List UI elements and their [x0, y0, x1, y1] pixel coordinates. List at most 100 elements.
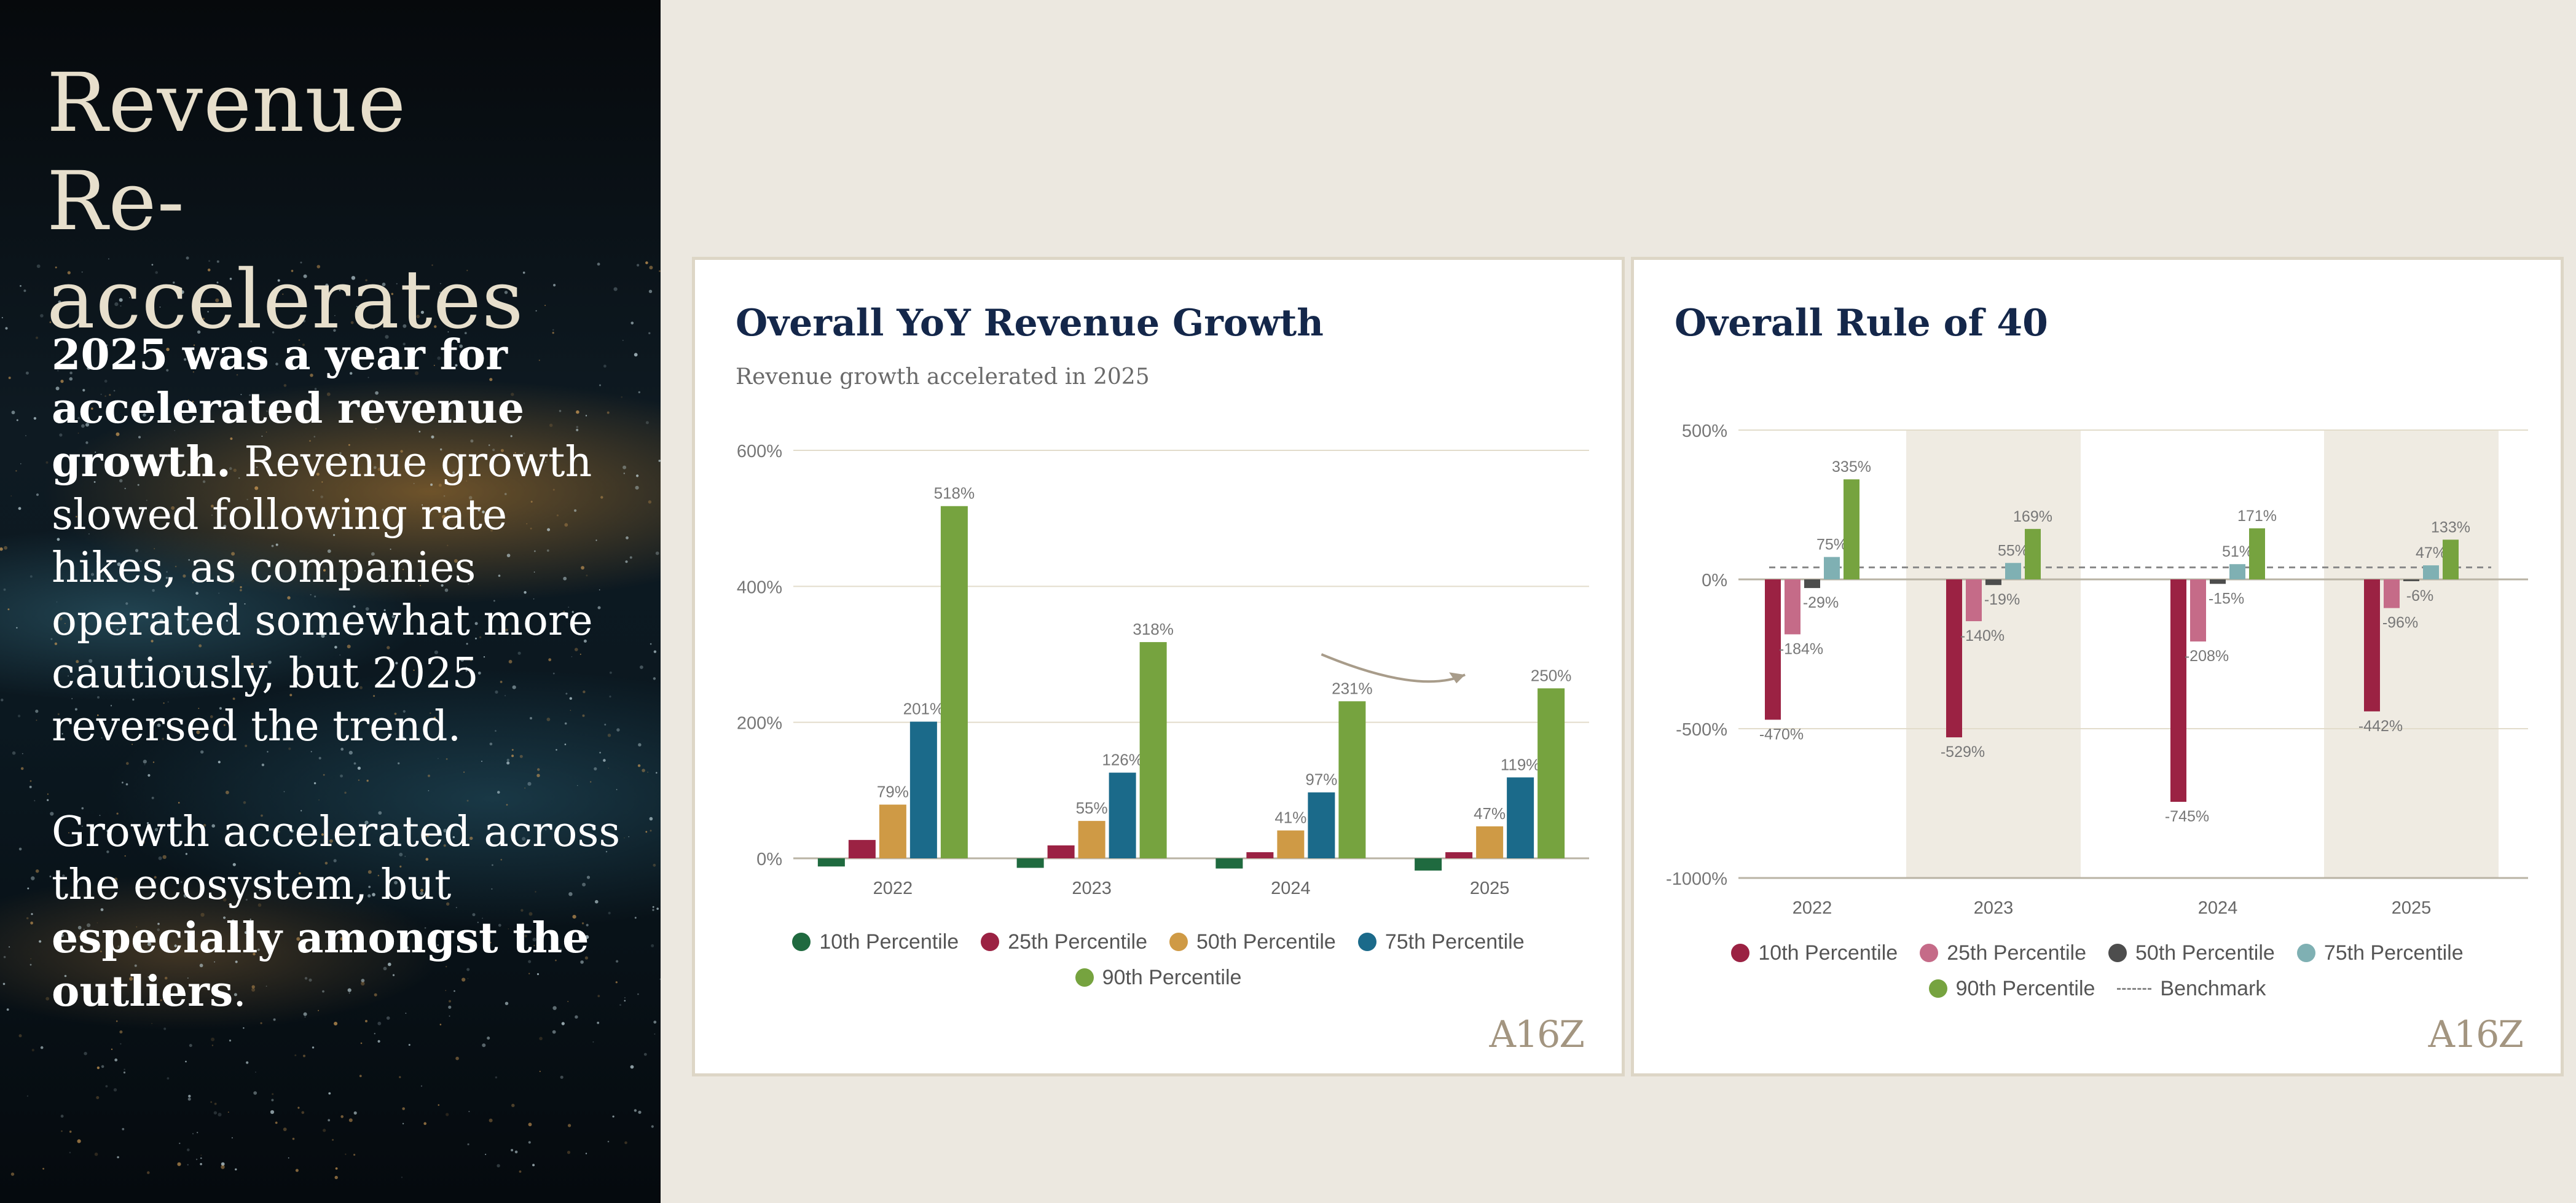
sidebar-speckle-dot: [35, 869, 39, 873]
sidebar-speckle-dot: [482, 1043, 486, 1048]
sidebar-speckle-dot: [638, 1110, 642, 1114]
sidebar-speckle-dot: [437, 944, 439, 946]
sidebar-speckle-dot: [559, 948, 562, 952]
sidebar-p1-rest: Revenue growth slowed following rate hik…: [52, 438, 593, 751]
sidebar-speckle-dot: [626, 536, 629, 539]
bar: [2229, 564, 2245, 579]
sidebar-speckle-dot: [175, 565, 177, 568]
sidebar-speckle-dot: [91, 573, 94, 576]
revenue-growth-card: Overall YoY Revenue Growth Revenue growt…: [692, 257, 1625, 1076]
sidebar-speckle-dot: [404, 855, 406, 857]
bar: [2403, 579, 2419, 581]
sidebar-speckle-dot: [218, 1113, 222, 1117]
sidebar-speckle-dot: [539, 1036, 543, 1041]
sidebar-speckle-dot: [137, 484, 139, 486]
sidebar-speckle-dot: [85, 423, 89, 427]
sidebar-speckle-dot: [393, 353, 397, 358]
sidebar-speckle-dot: [318, 756, 321, 760]
sidebar-speckle-dot: [414, 371, 419, 375]
sidebar-speckle-dot: [592, 826, 596, 831]
sidebar-speckle-dot: [87, 923, 91, 927]
sidebar-speckle-dot: [132, 699, 135, 701]
legend-item: 10th Percentile: [792, 930, 959, 954]
sidebar-speckle-dot: [416, 315, 420, 318]
sidebar-speckle-dot: [433, 716, 436, 719]
sidebar-speckle-dot: [585, 415, 587, 417]
bar: [2190, 579, 2206, 642]
sidebar-speckle-dot: [406, 949, 409, 952]
sidebar-speckle-dot: [424, 927, 426, 929]
legend-label: Benchmark: [2160, 976, 2266, 1000]
sidebar-speckle-dot: [109, 394, 111, 396]
sidebar-speckle-dot: [117, 945, 120, 948]
sidebar-speckle-dot: [420, 310, 425, 314]
sidebar-speckle-dot: [194, 682, 196, 684]
bar: [848, 840, 876, 858]
legend-label: 90th Percentile: [1102, 965, 1242, 989]
sidebar-speckle-dot: [452, 471, 455, 474]
sidebar-speckle-dot: [313, 399, 318, 403]
legend-item: 25th Percentile: [1920, 941, 2086, 965]
sidebar-speckle-dot: [546, 549, 549, 552]
sidebar-speckle-dot: [240, 589, 242, 592]
sidebar-speckle-dot: [57, 713, 60, 715]
sidebar-speckle-dot: [340, 1115, 344, 1118]
sidebar-speckle-dot: [468, 496, 473, 500]
sidebar-speckle-dot: [68, 832, 69, 834]
sidebar-speckle-dot: [505, 629, 508, 632]
y-tick-label: 500%: [1682, 421, 1727, 441]
sidebar-speckle-dot: [150, 667, 153, 670]
sidebar-speckle-dot: [477, 672, 481, 675]
sidebar-speckle-dot: [304, 1016, 306, 1018]
sidebar-speckle-dot: [533, 944, 535, 947]
legend-item: 75th Percentile: [1357, 930, 1525, 954]
sidebar-speckle-dot: [402, 342, 406, 346]
sidebar-speckle-dot: [310, 751, 312, 753]
sidebar-speckle-dot: [649, 817, 653, 821]
data-label: 231%: [1332, 679, 1373, 697]
sidebar-speckle-dot: [243, 801, 246, 804]
sidebar-speckle-dot: [443, 828, 447, 833]
sidebar-speckle-dot: [597, 606, 601, 609]
data-label: -745%: [2165, 808, 2209, 825]
sidebar-speckle-dot: [57, 369, 59, 372]
sidebar-speckle-dot: [563, 611, 565, 613]
sidebar-speckle-dot: [35, 336, 39, 339]
sidebar-speckle-dot: [192, 371, 195, 373]
sidebar-speckle-dot: [389, 575, 391, 577]
sidebar-speckle-dot: [202, 318, 205, 320]
data-label: -208%: [2185, 648, 2229, 665]
x-tick-label: 2023: [1974, 898, 2014, 918]
sidebar-speckle-dot: [71, 698, 73, 699]
sidebar-speckle-dot: [567, 1001, 568, 1002]
sidebar-speckle-dot: [481, 356, 484, 360]
sidebar-speckle-dot: [105, 1085, 108, 1087]
sidebar-speckle-dot: [623, 472, 625, 474]
sidebar-speckle-dot: [630, 1065, 634, 1069]
sidebar-speckle-dot: [114, 727, 116, 729]
sidebar-speckle-dot: [231, 552, 235, 556]
sidebar-speckle-dot: [613, 287, 618, 291]
sidebar-speckle-dot: [334, 1022, 338, 1025]
sidebar-speckle-dot: [402, 324, 407, 328]
sidebar-speckle-dot: [590, 781, 592, 783]
sidebar-speckle-dot: [345, 1153, 347, 1155]
sidebar-speckle-dot: [383, 966, 387, 971]
sidebar-speckle-dot: [605, 833, 608, 835]
legend-label: 25th Percentile: [1947, 941, 2086, 965]
legend-swatch: [2296, 944, 2315, 962]
sidebar-speckle-dot: [428, 790, 430, 791]
sidebar-speckle-dot: [106, 344, 108, 347]
sidebar-speckle-dot: [40, 314, 44, 318]
trend-arrow-path: [1321, 653, 1466, 683]
sidebar-speckle-dot: [341, 718, 344, 721]
bar: [1844, 479, 1859, 579]
sidebar-speckle-dot: [200, 1162, 202, 1166]
sidebar-speckle-dot: [378, 811, 382, 815]
sidebar-speckle-dot: [253, 1091, 257, 1095]
sidebar-speckle-dot: [445, 990, 447, 991]
sidebar-speckle-dot: [520, 909, 524, 912]
sidebar-speckle-dot: [187, 1097, 191, 1101]
bar: [1139, 642, 1167, 858]
sidebar-speckle-dot: [360, 1042, 363, 1044]
